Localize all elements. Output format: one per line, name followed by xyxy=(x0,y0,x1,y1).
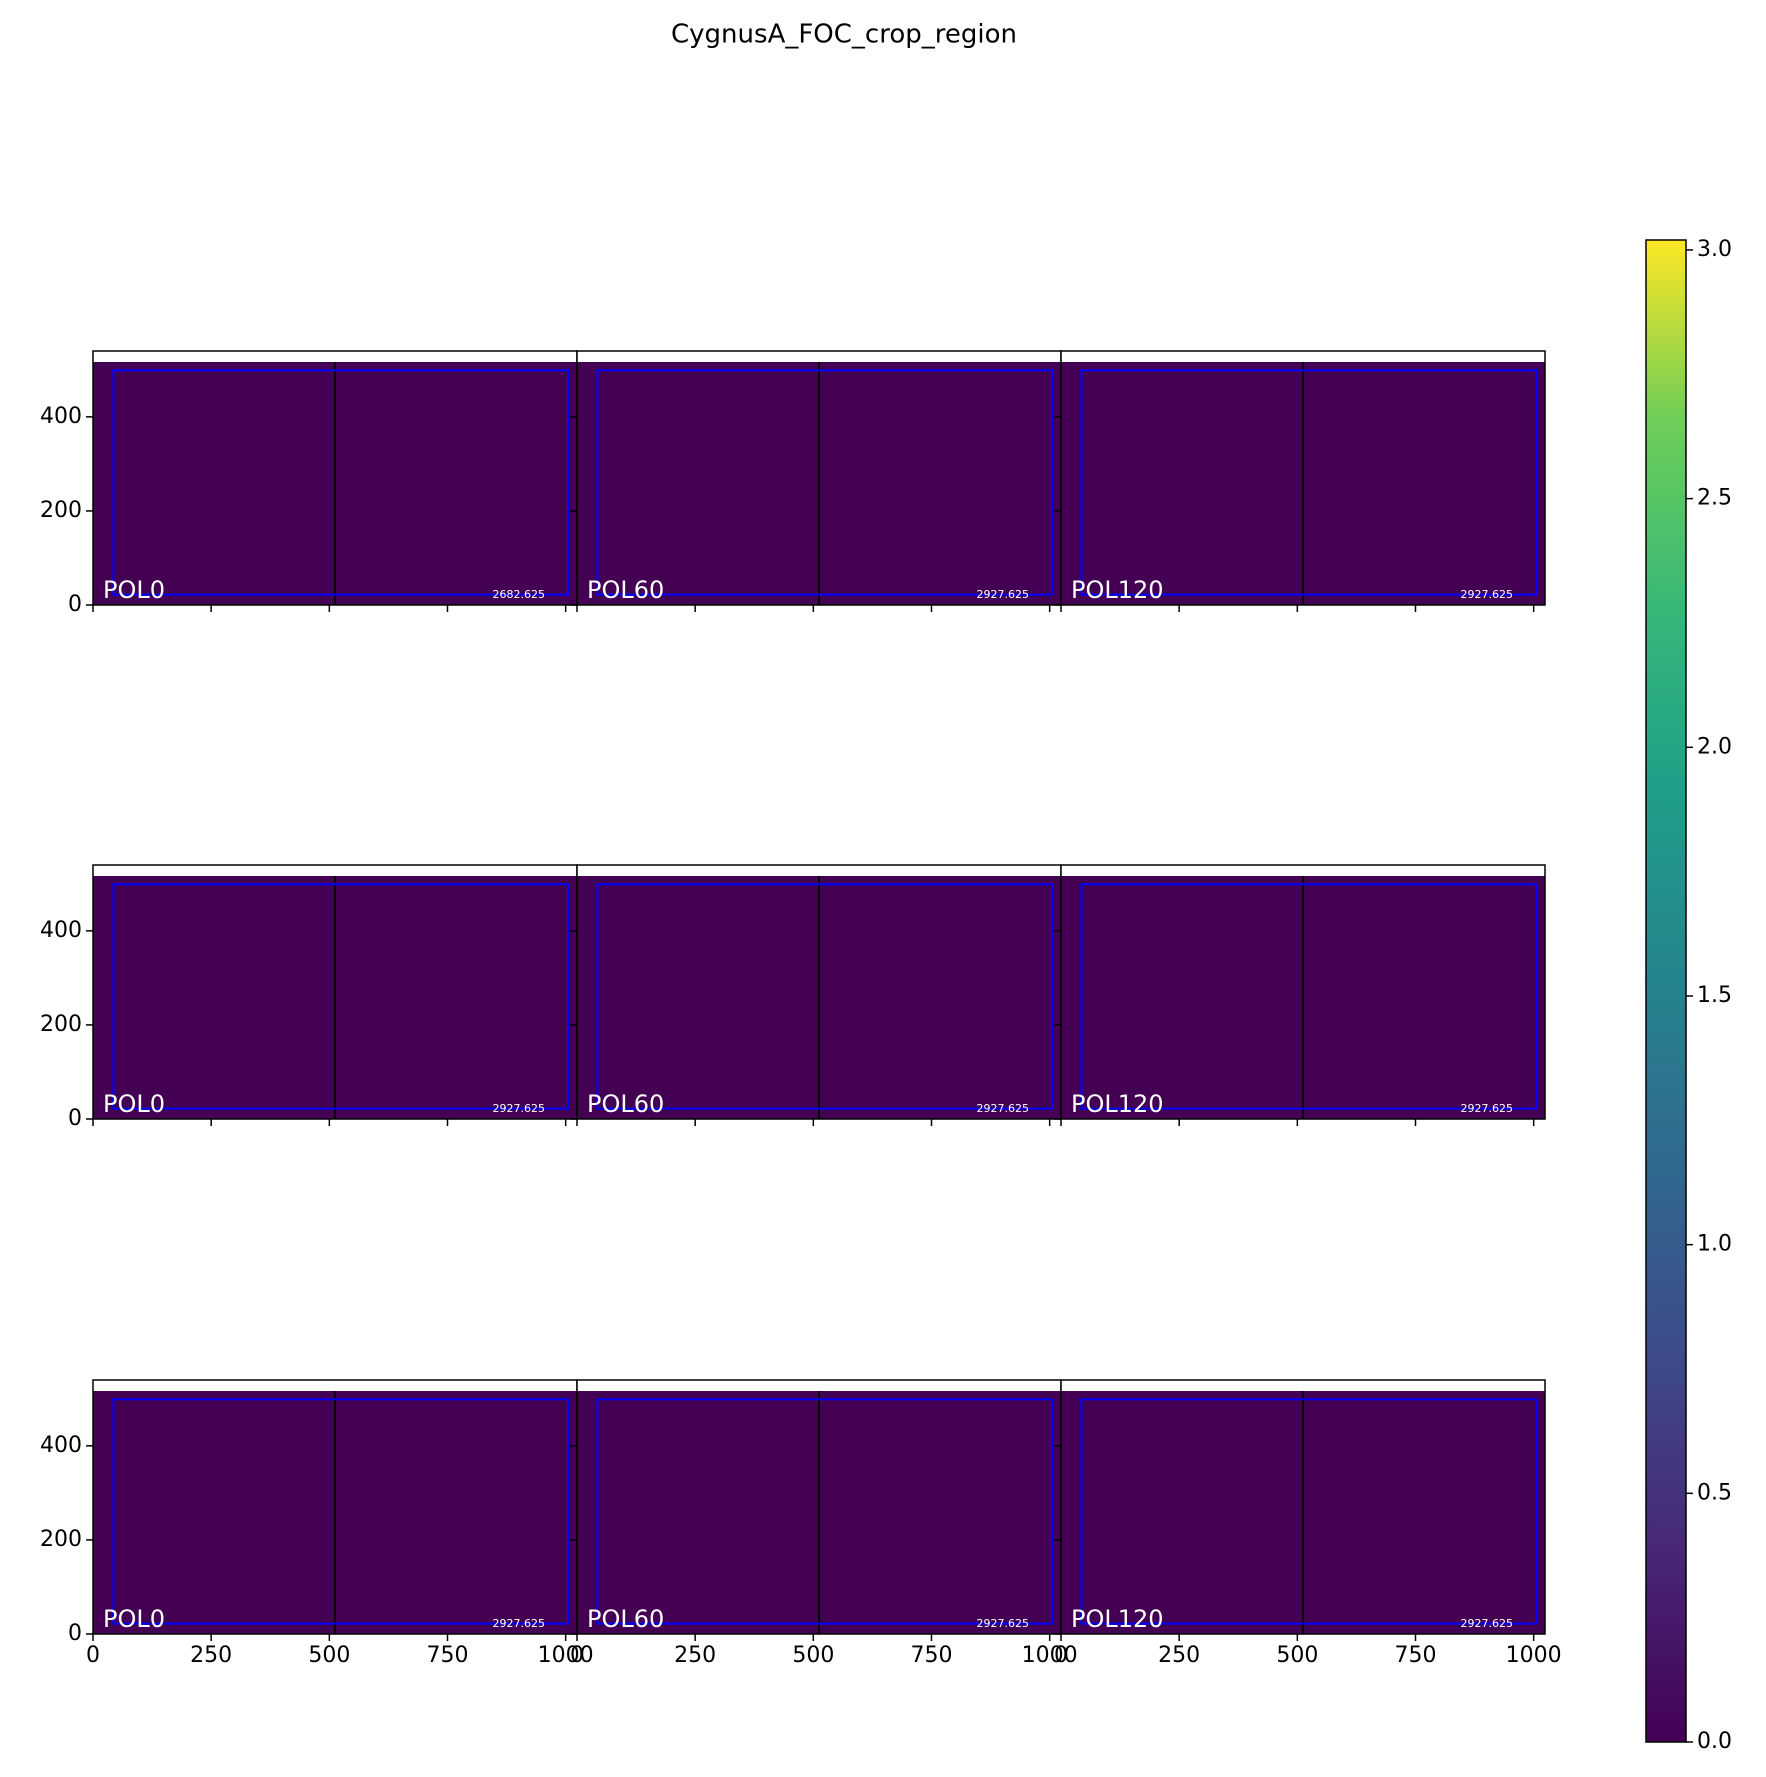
y-tick-label: 200 xyxy=(40,1527,82,1552)
colorbar-tick-label: 3.0 xyxy=(1697,237,1732,262)
y-tick-label: 0 xyxy=(68,1621,82,1646)
axes-frame xyxy=(1060,1379,1546,1635)
x-tick-label: 0 xyxy=(86,1643,100,1668)
panel-value: 2927.625 xyxy=(493,1102,546,1115)
panel-value: 2927.625 xyxy=(493,1617,546,1630)
x-tick-label: 1000 xyxy=(1022,1643,1078,1668)
x-tick-label: 250 xyxy=(674,1643,716,1668)
y-tick-label: 200 xyxy=(40,498,82,523)
x-tick-label: 0 xyxy=(1054,1643,1068,1668)
panel-label: POL0 xyxy=(103,1090,165,1118)
panel-value: 2927.625 xyxy=(1461,1102,1514,1115)
x-tick-label: 750 xyxy=(426,1643,468,1668)
panel-label: POL0 xyxy=(103,576,165,604)
panel-value: 2682.625 xyxy=(493,588,546,601)
y-tick-label: 200 xyxy=(40,1012,82,1037)
panel-label: POL60 xyxy=(587,576,664,604)
panel-label: POL60 xyxy=(587,1090,664,1118)
crop-region xyxy=(596,1398,1054,1625)
x-tick-label: 500 xyxy=(792,1643,834,1668)
crop-region xyxy=(1080,369,1538,596)
x-tick-label: 500 xyxy=(308,1643,350,1668)
panel-label: POL0 xyxy=(103,1605,165,1633)
panel-label: POL60 xyxy=(587,1605,664,1633)
y-tick-label: 400 xyxy=(40,1433,82,1458)
x-tick-label: 1000 xyxy=(538,1643,594,1668)
panel-value: 2927.625 xyxy=(977,588,1030,601)
colorbar-tick-label: 2.0 xyxy=(1697,734,1732,759)
colorbar-tick-label: 0.5 xyxy=(1697,1480,1732,1505)
crop-region xyxy=(596,883,1054,1110)
x-tick-label: 1000 xyxy=(1506,1643,1562,1668)
crop-region xyxy=(112,1398,570,1625)
crop-region xyxy=(596,369,1054,596)
y-tick-label: 0 xyxy=(68,1106,82,1131)
crop-region xyxy=(1080,1398,1538,1625)
panel-label: POL120 xyxy=(1071,576,1164,604)
x-tick-label: 750 xyxy=(1394,1643,1436,1668)
colorbar-tick-label: 1.5 xyxy=(1697,983,1732,1008)
y-tick-label: 400 xyxy=(40,404,82,429)
crop-region xyxy=(1080,883,1538,1110)
axes-frame xyxy=(1060,350,1546,606)
x-tick-label: 500 xyxy=(1276,1643,1318,1668)
x-tick-label: 250 xyxy=(1158,1643,1200,1668)
x-tick-label: 0 xyxy=(570,1643,584,1668)
x-tick-label: 250 xyxy=(190,1643,232,1668)
axes-frame xyxy=(1060,864,1546,1120)
panel-value: 2927.625 xyxy=(1461,588,1514,601)
colorbar-tick-label: 1.0 xyxy=(1697,1232,1732,1257)
x-tick-label: 750 xyxy=(910,1643,952,1668)
panel-label: POL120 xyxy=(1071,1090,1164,1118)
colorbar-tick-label: 0.0 xyxy=(1697,1729,1732,1754)
panel-label: POL120 xyxy=(1071,1605,1164,1633)
y-tick-label: 400 xyxy=(40,918,82,943)
panel-value: 2927.625 xyxy=(1461,1617,1514,1630)
y-tick-label: 0 xyxy=(68,592,82,617)
colorbar xyxy=(1645,239,1687,1743)
figure-title: CygnusA_FOC_crop_region xyxy=(671,20,1017,50)
colorbar-tick-label: 2.5 xyxy=(1697,486,1732,511)
crop-region xyxy=(112,369,570,596)
panel-value: 2927.625 xyxy=(977,1102,1030,1115)
panel-value: 2927.625 xyxy=(977,1617,1030,1630)
crop-region xyxy=(112,883,570,1110)
